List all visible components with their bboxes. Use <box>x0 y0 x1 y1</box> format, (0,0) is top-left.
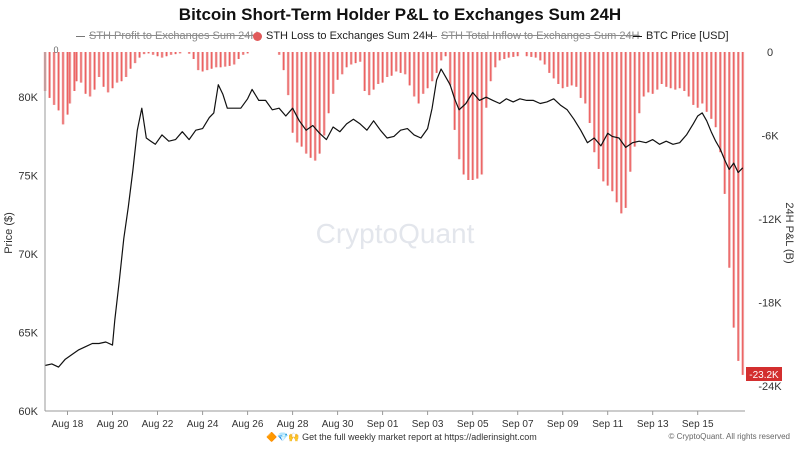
x-axis-ticks: Aug 18 Aug 20 Aug 22 Aug 24 Aug 26 Aug 28 Aug … <box>52 411 714 430</box>
line-marker-icon <box>76 35 85 37</box>
line-marker-icon <box>428 35 437 37</box>
right-tick-label: -24K <box>758 381 782 393</box>
axes <box>44 52 745 412</box>
left-tick-label: 65K <box>18 328 38 340</box>
footer-emoji: 🔶💎🙌 <box>266 432 300 442</box>
right-tick-label: -18K <box>758 298 782 310</box>
right-tick-label: 0 <box>767 47 773 59</box>
x-tick-label: Aug 22 <box>142 419 174 430</box>
btc-price-line <box>44 68 744 368</box>
x-tick-label: Aug 26 <box>232 419 264 430</box>
legend-label: STH Profit to Exchanges Sum 24H <box>89 30 259 42</box>
x-tick-label: Aug 18 <box>52 419 84 430</box>
left-tick-label: 70K <box>18 249 38 261</box>
x-tick-label: Sep 15 <box>682 419 714 430</box>
legend-label: STH Total Inflow to Exchanges Sum 24H <box>441 30 640 42</box>
left-axis-label: Price ($) <box>3 212 15 254</box>
right-tick-label: -6K <box>761 131 779 143</box>
line-marker-icon <box>633 35 642 37</box>
top-zero-label: 0 <box>53 45 58 55</box>
left-axis-ticks: 80K 75K 70K 65K 60K <box>18 92 38 418</box>
x-tick-label: Sep 03 <box>412 419 444 430</box>
legend-item-sth-loss[interactable]: STH Loss to Exchanges Sum 24H <box>253 30 433 42</box>
badge-text: -23.2K <box>749 370 779 381</box>
x-tick-label: Sep 13 <box>637 419 669 430</box>
x-tick-label: Sep 05 <box>457 419 489 430</box>
legend-item-btc-price[interactable]: BTC Price [USD] <box>633 30 729 42</box>
dot-marker-icon <box>253 31 262 41</box>
footer-note-text: Get the full weekly market report at htt… <box>302 432 537 442</box>
x-tick-label: Sep 07 <box>502 419 534 430</box>
left-tick-label: 75K <box>18 171 38 183</box>
x-tick-label: Sep 11 <box>592 419 623 430</box>
footer-note: 🔶💎🙌 Get the full weekly market report at… <box>266 432 537 443</box>
x-tick-label: Aug 20 <box>97 419 129 430</box>
chart-legend: STH Profit to Exchanges Sum 24H STH Loss… <box>0 30 800 46</box>
x-tick-label: Aug 24 <box>187 419 219 430</box>
chart-title: Bitcoin Short-Term Holder P&L to Exchang… <box>178 5 622 24</box>
badge-background <box>746 367 782 381</box>
legend-item-sth-profit[interactable]: STH Profit to Exchanges Sum 24H <box>76 30 258 42</box>
legend-label: STH Loss to Exchanges Sum 24H <box>266 30 433 42</box>
x-tick-label: Sep 09 <box>547 419 579 430</box>
right-axis-label: 24H P&L (B) <box>783 202 795 263</box>
x-tick-label: Aug 28 <box>277 419 309 430</box>
watermark: CryptoQuant <box>316 218 475 249</box>
footer: 🔶💎🙌 Get the full weekly market report at… <box>0 432 800 446</box>
right-axis-ticks: 0 -6K -12K -18K -24K <box>758 47 782 393</box>
legend-item-sth-total-inflow[interactable]: STH Total Inflow to Exchanges Sum 24H <box>428 30 640 42</box>
left-tick-label: 60K <box>18 406 38 418</box>
last-value-badge: -23.2K <box>746 367 782 381</box>
right-tick-label: -12K <box>758 214 782 226</box>
legend-label: BTC Price [USD] <box>646 30 729 42</box>
copyright: © CryptoQuant. All rights reserved <box>668 432 791 441</box>
left-tick-label: 80K <box>18 92 38 104</box>
x-tick-label: Sep 01 <box>367 419 399 430</box>
x-tick-label: Aug 30 <box>322 419 354 430</box>
loss-bars <box>43 52 745 375</box>
